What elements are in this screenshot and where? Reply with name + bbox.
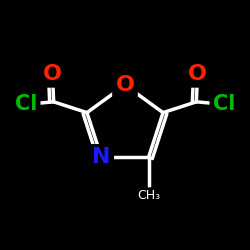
Text: O: O [43, 64, 62, 84]
Text: O: O [188, 64, 207, 84]
Text: Cl: Cl [213, 94, 235, 114]
Text: Cl: Cl [15, 94, 37, 114]
Text: N: N [92, 147, 111, 167]
Text: CH₃: CH₃ [137, 188, 160, 202]
Text: O: O [116, 75, 134, 95]
